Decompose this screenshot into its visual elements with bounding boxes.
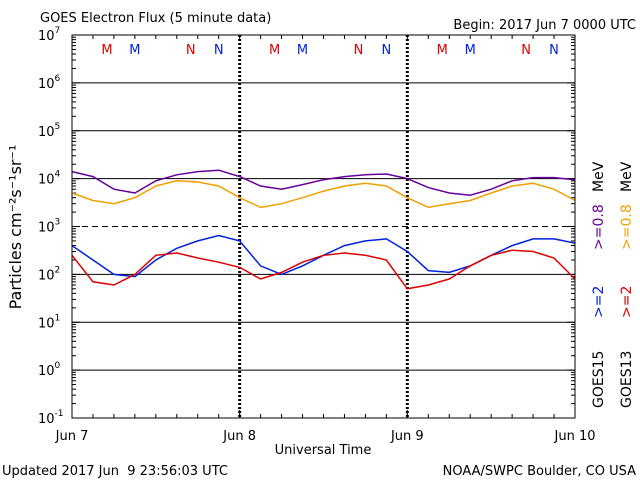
legend-satellite: GOES15 [591,351,607,408]
y-tick-label: 102 [38,265,60,283]
legend-entry: >=2 [591,286,607,318]
x-tick-label: Jun 10 [554,429,596,444]
y-tick-base: 10 [38,29,55,44]
x-axis-label: Universal Time [275,443,372,458]
series-line [71,249,576,290]
y-tick-exponent: 4 [55,170,61,180]
y-tick-label: 10-1 [38,409,64,427]
y-tick-label: 106 [38,74,61,92]
y-tick-exponent: 6 [55,74,61,84]
y-tick-label: 103 [38,218,60,236]
mn-marker: M [101,43,112,58]
mn-marker: M [129,43,140,58]
y-tick-exponent: 5 [55,122,61,132]
mn-marker: N [214,43,224,58]
y-tick-exponent: 0 [55,361,61,371]
mn-marker: N [549,43,559,58]
y-tick-base: 10 [38,221,55,236]
y-tick-exponent: 1 [55,313,61,323]
x-tick-label: Jun 7 [55,429,89,444]
footer-right: NOAA/SWPC Boulder, CO USA [443,464,636,479]
legend-satellite: GOES13 [619,351,635,408]
mn-marker: M [297,43,308,58]
legend-unit: MeV [591,161,607,192]
y-tick-exponent: -1 [55,409,64,419]
mn-marker: M [465,43,476,58]
y-tick-exponent: 7 [55,26,61,36]
y-tick-base: 10 [38,173,55,188]
y-tick-label: 104 [38,170,61,188]
y-tick-base: 10 [38,364,55,379]
footer-left: Updated 2017 Jun 9 23:56:03 UTC [2,464,228,479]
legend-entry: >=0.8 [619,204,635,250]
y-tick-base: 10 [38,412,55,427]
y-tick-label: 100 [38,361,61,379]
mn-marker: N [521,43,531,58]
y-tick-base: 10 [38,268,55,283]
mn-marker: N [354,43,364,58]
series-line [71,169,576,196]
plot-frame [71,34,576,419]
y-tick-label: 101 [38,313,60,331]
mn-marker: N [382,43,392,58]
legend-entry: >=0.8 [591,204,607,250]
series-line [71,180,576,209]
mn-marker: M [269,43,280,58]
y-tick-base: 10 [38,125,55,140]
y-tick-exponent: 2 [55,265,61,275]
x-tick-label: Jun 8 [222,429,256,444]
y-tick-base: 10 [38,316,55,331]
y-tick-label: 107 [38,26,60,44]
chart-subtitle: Begin: 2017 Jun 7 0000 UTC [453,18,636,33]
mn-marker: M [437,43,448,58]
y-axis-label: Particles cm⁻²s⁻¹sr⁻¹ [6,145,25,310]
mn-marker: N [186,43,196,58]
x-tick-label: Jun 9 [390,429,424,444]
y-tick-exponent: 3 [55,218,61,228]
legend-entry: >=2 [619,286,635,318]
legend-unit: MeV [619,161,635,192]
y-tick-label: 105 [38,122,60,140]
chart-title: GOES Electron Flux (5 minute data) [40,11,271,26]
y-tick-base: 10 [38,77,55,92]
